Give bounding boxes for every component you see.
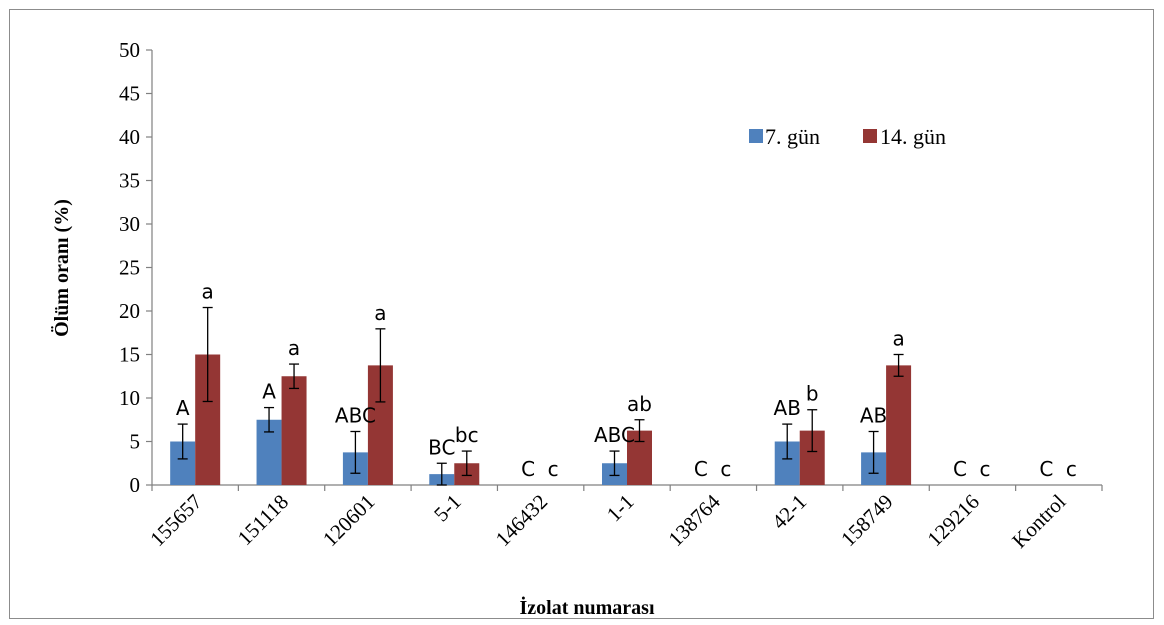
x-tick-label-158749: 158749 xyxy=(836,490,898,552)
chart-frame xyxy=(9,9,1154,619)
y-tick-label: 25 xyxy=(119,256,140,280)
significance-label-7-gun-kontrol: C xyxy=(1039,457,1053,481)
significance-label-7-gun-146432: C xyxy=(521,457,535,481)
significance-label-14-gun-120601: a xyxy=(374,301,386,325)
legend-swatch-14-gun xyxy=(863,129,877,143)
y-tick-label: 35 xyxy=(119,169,140,193)
x-tick-label-146432: 146432 xyxy=(491,490,553,552)
y-tick-label: 0 xyxy=(130,473,141,497)
significance-label-14-gun-155657: a xyxy=(202,280,214,304)
y-axis: 0 5 10 15 20 25 30 35 40 45 50 xyxy=(119,38,153,497)
significance-label-7-gun-42-1: AB xyxy=(774,396,801,420)
significance-label-7-gun-155657: A xyxy=(176,396,190,420)
significance-label-7-gun-158749: AB xyxy=(860,403,887,427)
significance-label-7-gun-151118: A xyxy=(262,380,276,404)
legend-swatch-7-gun xyxy=(749,129,763,143)
x-tick-label-42-1: 42-1 xyxy=(767,490,811,534)
x-tick-label-129216: 129216 xyxy=(922,490,984,552)
bar-14-gun-158749 xyxy=(886,365,912,485)
significance-label-14-gun-1-1: ab xyxy=(627,392,652,416)
error-bars xyxy=(177,306,904,486)
y-tick-label: 5 xyxy=(130,430,141,454)
significance-label-14-gun-42-1: b xyxy=(806,382,819,406)
y-tick-label: 40 xyxy=(119,125,140,149)
significance-label-14-gun-146432: c xyxy=(548,457,559,481)
significance-label-14-gun-138764: c xyxy=(720,457,731,481)
y-tick-label: 10 xyxy=(119,386,140,410)
y-axis-title: Ölüm oranı (%) xyxy=(50,199,73,337)
legend-label-7-gun: 7. gün xyxy=(765,124,820,149)
bar-14-gun-151118 xyxy=(281,376,307,485)
y-tick-label: 15 xyxy=(119,343,140,367)
x-tick-label-1-1: 1-1 xyxy=(602,490,639,527)
y-tick-label: 45 xyxy=(119,82,140,106)
significance-label-7-gun-129216: C xyxy=(953,457,967,481)
x-axis: 155657 151118 120601 5-1 146432 1-1 138764 42-1… xyxy=(145,484,1103,553)
x-tick-label-151118: 151118 xyxy=(233,490,293,550)
legend-label-14-gun: 14. gün xyxy=(880,124,946,149)
x-tick-label-138764: 138764 xyxy=(663,489,725,551)
significance-label-14-gun-kontrol: c xyxy=(1066,457,1077,481)
x-tick-label-155657: 155657 xyxy=(145,490,207,552)
y-tick-label: 30 xyxy=(119,212,140,236)
x-tick-label-kontrol: Kontrol xyxy=(1007,489,1070,552)
significance-label-7-gun-138764: C xyxy=(694,457,708,481)
significance-label-7-gun-1-1: ABC xyxy=(594,423,635,447)
significance-label-14-gun-158749: a xyxy=(892,327,904,351)
y-tick-label: 20 xyxy=(119,299,140,323)
y-tick-label: 50 xyxy=(119,38,140,62)
x-axis-title: İzolat numarası xyxy=(520,595,655,619)
legend: 7. gün 14. gün xyxy=(749,124,946,149)
significance-label-14-gun-5-1: bc xyxy=(455,423,479,447)
x-tick-label-5-1: 5-1 xyxy=(429,490,466,527)
x-tick-label-120601: 120601 xyxy=(318,490,380,552)
significance-label-14-gun-129216: c xyxy=(979,457,990,481)
significance-label-7-gun-5-1: BC xyxy=(428,435,455,459)
significance-label-7-gun-120601: ABC xyxy=(335,403,376,427)
significance-label-14-gun-151118: a xyxy=(288,336,300,360)
